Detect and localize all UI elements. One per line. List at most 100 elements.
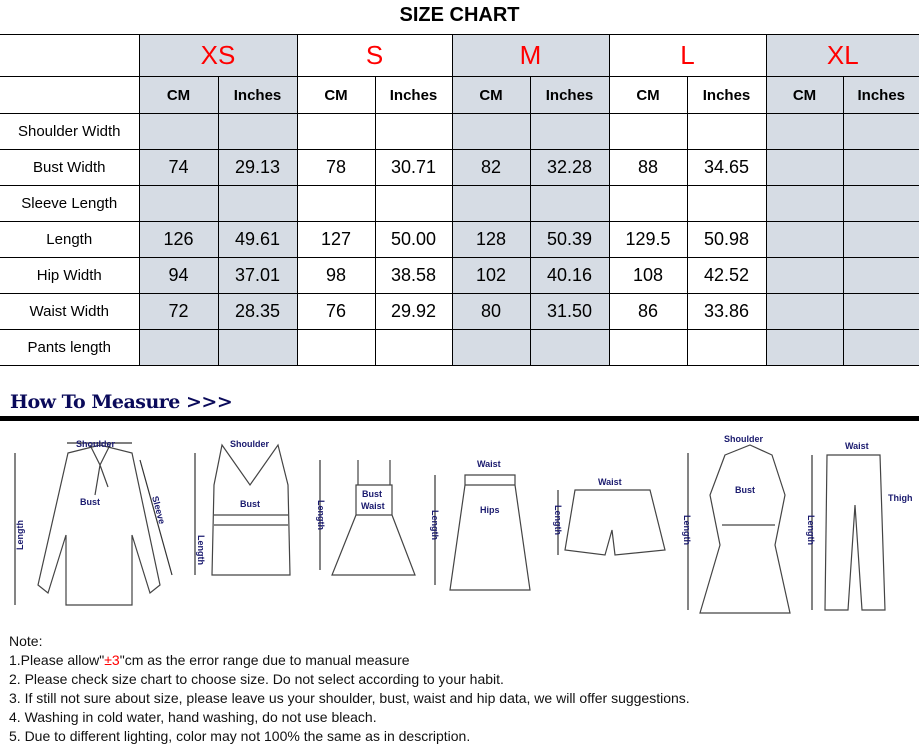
measurement-cell <box>138 329 219 366</box>
measurement-cell <box>217 113 298 150</box>
sleeve-label: Sleeve <box>150 495 167 525</box>
measurement-cell <box>842 185 919 222</box>
thigh-label: Thigh <box>888 493 913 503</box>
measurement-cell <box>608 329 688 366</box>
measurement-cell <box>451 185 531 222</box>
measurement-cell <box>217 329 298 366</box>
note-4: 4. Washing in cold water, hand washing, … <box>9 709 377 725</box>
row-label: Hip Width <box>0 257 140 294</box>
table-row: Waist Width 72 28.35 76 29.92 80 31.50 86 33.86 <box>0 293 919 330</box>
measurement-cell <box>529 185 610 222</box>
cm-header: CM <box>296 76 376 114</box>
measurement-cell: 129.5 <box>608 221 688 258</box>
inches-header: Inches <box>529 76 610 114</box>
measurement-cell <box>842 329 919 366</box>
measurement-cell <box>765 329 844 366</box>
chart-title: SIZE CHART <box>399 4 520 26</box>
size-xl: XL <box>765 34 919 77</box>
note-1-text-end: "cm as the error range due to manual mea… <box>119 652 410 668</box>
shoulder-label: Shoulder <box>76 439 115 449</box>
inches-header: Inches <box>686 76 767 114</box>
measurement-cell: 38.58 <box>374 257 453 294</box>
measurement-cell <box>529 329 610 366</box>
note-5: 5. Due to different lighting, color may … <box>9 728 471 744</box>
notes-heading: Note: <box>9 633 43 649</box>
measurement-illustrations: Shoulder Bust Length Sleeve Shoulder Bus… <box>14 434 913 614</box>
measurement-cell: 74 <box>138 149 219 186</box>
measurement-cell: 29.13 <box>217 149 298 186</box>
measurement-cell <box>842 149 919 186</box>
measurement-cell <box>686 185 767 222</box>
inches-header: Inches <box>217 76 298 114</box>
hips-label: Hips <box>480 505 500 515</box>
row-label: Pants length <box>0 329 140 366</box>
measurement-cell: 76 <box>296 293 376 330</box>
length-label: Length <box>196 535 206 565</box>
blank-cell <box>0 34 140 77</box>
shoulder-label: Shoulder <box>230 439 269 449</box>
measurement-cell <box>296 113 376 150</box>
measurement-cell <box>608 113 688 150</box>
measurement-cell <box>296 185 376 222</box>
table-row: Shoulder Width <box>0 113 919 150</box>
length-label: Length <box>15 520 25 550</box>
measurement-cell <box>296 329 376 366</box>
measurement-cell <box>217 185 298 222</box>
measurement-cell: 32.28 <box>529 149 610 186</box>
measurement-cell: 108 <box>608 257 688 294</box>
blouse-figure: Shoulder Bust Length Sleeve <box>14 439 173 606</box>
measurement-cell: 80 <box>451 293 531 330</box>
measurement-cell <box>765 149 844 186</box>
row-label: Sleeve Length <box>0 185 140 222</box>
measurement-cell <box>374 113 453 150</box>
measurement-cell <box>765 293 844 330</box>
pants-figure: Waist Thigh Length <box>806 441 913 611</box>
size-l: L <box>608 34 767 77</box>
shorts-figure: Waist Length <box>553 477 666 556</box>
notes: Note: 1.Please allow"±3"cm as the error … <box>9 632 690 746</box>
measurement-cell: 40.16 <box>529 257 610 294</box>
note-1-tolerance: ±3 <box>104 652 120 668</box>
cm-header: CM <box>451 76 531 114</box>
row-label: Bust Width <box>0 149 140 186</box>
measurement-cell <box>374 185 453 222</box>
size-m: M <box>451 34 610 77</box>
coat-figure: Shoulder Bust Length <box>682 434 791 614</box>
measurement-cell <box>686 329 767 366</box>
measurement-cell <box>765 185 844 222</box>
length-label: Length <box>553 505 563 535</box>
length-label: Length <box>806 515 816 545</box>
shoulder-label: Shoulder <box>724 434 763 444</box>
measurement-cell <box>451 329 531 366</box>
measurement-cell <box>765 257 844 294</box>
measurement-cell: 33.86 <box>686 293 767 330</box>
inches-header: Inches <box>842 76 919 114</box>
measurement-cell <box>765 221 844 258</box>
note-1: 1.Please allow"±3"cm as the error range … <box>9 651 690 670</box>
note-3: 3. If still not sure about size, please … <box>9 690 690 706</box>
measurement-cell: 86 <box>608 293 688 330</box>
waist-label: Waist <box>361 501 385 511</box>
measurement-cell <box>765 113 844 150</box>
length-label: Length <box>316 500 326 530</box>
measurement-cell: 50.00 <box>374 221 453 258</box>
table-row: Length 126 49.61 127 50.00 128 50.39 129.5 50.98 <box>0 221 919 258</box>
divider <box>0 416 919 421</box>
measurement-cell <box>451 113 531 150</box>
measurement-cell: 29.92 <box>374 293 453 330</box>
measurement-cell: 72 <box>138 293 219 330</box>
measurement-cell <box>842 293 919 330</box>
measurement-cell: 50.39 <box>529 221 610 258</box>
waist-label: Waist <box>845 441 869 451</box>
row-label: Waist Width <box>0 293 140 330</box>
measurement-cell: 98 <box>296 257 376 294</box>
measurement-cell: 94 <box>138 257 219 294</box>
size-s: S <box>296 34 453 77</box>
cm-header: CM <box>138 76 219 114</box>
skirt-figure: Waist Hips Length <box>430 459 531 591</box>
measurement-cell: 50.98 <box>686 221 767 258</box>
measurement-cell <box>608 185 688 222</box>
length-label: Length <box>682 515 692 545</box>
bust-label: Bust <box>240 499 260 509</box>
measurement-cell <box>138 185 219 222</box>
